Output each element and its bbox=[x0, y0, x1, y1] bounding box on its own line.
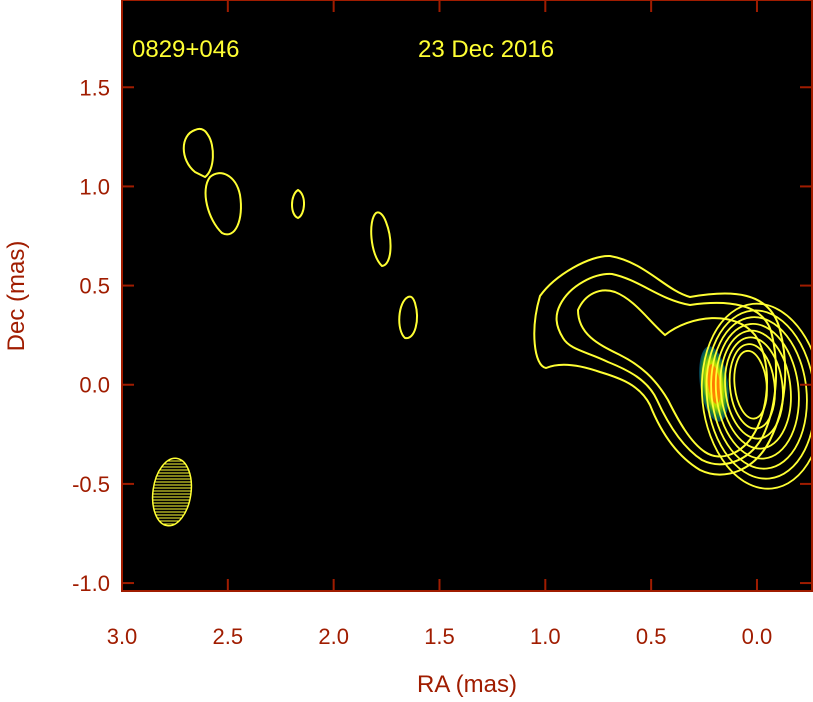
core-contour bbox=[705, 309, 812, 480]
contour-layer bbox=[182, 127, 787, 476]
x-tick-label: 2.5 bbox=[213, 624, 244, 649]
jet-component-contour bbox=[182, 127, 214, 179]
core-contour bbox=[710, 316, 808, 470]
y-tick-label: 0.0 bbox=[79, 373, 110, 398]
extended-emission-contour bbox=[533, 254, 787, 476]
x-tick-group: 3.0 2.5 2.0 1.5 1.0 0.5 0.0 bbox=[107, 0, 773, 649]
source-name: 0829+046 bbox=[132, 36, 239, 63]
jet-component-contour bbox=[204, 172, 242, 236]
x-axis-label: RA (mas) bbox=[417, 671, 517, 698]
x-tick-label: 1.5 bbox=[424, 624, 455, 649]
extended-emission-contour bbox=[555, 272, 778, 466]
y-tick-label: -0.5 bbox=[72, 472, 110, 497]
x-tick-label: 0.5 bbox=[636, 624, 667, 649]
plot-area bbox=[122, 0, 812, 591]
plot-frame bbox=[121, 0, 813, 592]
y-tick-label: 1.5 bbox=[79, 75, 110, 100]
core-contour bbox=[719, 329, 792, 450]
y-tick-label: -1.0 bbox=[72, 571, 110, 596]
x-tick-label: 0.0 bbox=[742, 624, 773, 649]
x-tick-label: 3.0 bbox=[107, 624, 138, 649]
core-contour bbox=[724, 336, 784, 440]
jet-component-contour bbox=[291, 188, 305, 220]
core-contour bbox=[733, 349, 768, 420]
y-tick-label: 1.0 bbox=[79, 174, 110, 199]
observation-date: 23 Dec 2016 bbox=[418, 36, 554, 63]
core-contour bbox=[700, 302, 812, 490]
jet-component-contour bbox=[370, 211, 392, 268]
x-tick-label: 2.0 bbox=[318, 624, 349, 649]
y-tick-group: 1.5 1.0 0.5 0.0 -0.5 -1.0 bbox=[72, 75, 812, 596]
jet-component-contour bbox=[398, 295, 418, 340]
core-contour bbox=[714, 323, 800, 460]
y-tick-label: 0.5 bbox=[79, 274, 110, 299]
core-contour-group bbox=[700, 302, 812, 490]
x-tick-label: 1.0 bbox=[530, 624, 561, 649]
y-axis-label: Dec (mas) bbox=[3, 241, 30, 352]
core-contour bbox=[728, 343, 776, 430]
